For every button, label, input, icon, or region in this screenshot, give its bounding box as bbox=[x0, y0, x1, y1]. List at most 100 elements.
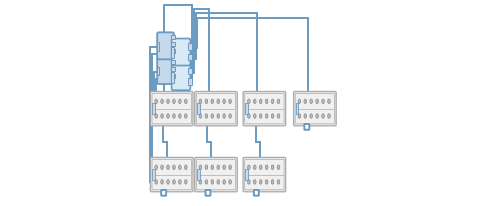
Ellipse shape bbox=[167, 99, 169, 104]
FancyBboxPatch shape bbox=[254, 190, 259, 196]
Bar bbox=[171, 67, 175, 71]
Ellipse shape bbox=[310, 99, 313, 104]
Ellipse shape bbox=[316, 114, 319, 118]
Ellipse shape bbox=[173, 114, 175, 118]
Ellipse shape bbox=[178, 114, 181, 118]
Ellipse shape bbox=[199, 180, 202, 184]
Bar bbox=[188, 54, 191, 60]
Ellipse shape bbox=[167, 114, 169, 118]
Ellipse shape bbox=[260, 165, 262, 170]
FancyBboxPatch shape bbox=[195, 91, 237, 126]
Bar bbox=[296, 103, 299, 114]
Ellipse shape bbox=[178, 99, 181, 104]
FancyBboxPatch shape bbox=[161, 190, 166, 196]
Ellipse shape bbox=[266, 165, 268, 170]
Ellipse shape bbox=[161, 99, 163, 104]
FancyBboxPatch shape bbox=[172, 39, 190, 66]
Ellipse shape bbox=[254, 165, 256, 170]
Ellipse shape bbox=[161, 165, 163, 170]
Bar bbox=[188, 43, 191, 50]
Ellipse shape bbox=[178, 180, 181, 184]
Ellipse shape bbox=[277, 99, 280, 104]
FancyBboxPatch shape bbox=[244, 94, 284, 124]
Ellipse shape bbox=[266, 99, 268, 104]
FancyBboxPatch shape bbox=[157, 32, 174, 59]
Ellipse shape bbox=[271, 165, 274, 170]
Ellipse shape bbox=[247, 114, 250, 118]
FancyBboxPatch shape bbox=[172, 63, 190, 90]
FancyBboxPatch shape bbox=[196, 94, 235, 124]
Ellipse shape bbox=[161, 180, 163, 184]
Ellipse shape bbox=[229, 165, 231, 170]
Ellipse shape bbox=[254, 180, 256, 184]
Ellipse shape bbox=[247, 180, 250, 184]
Ellipse shape bbox=[167, 180, 169, 184]
Ellipse shape bbox=[254, 114, 256, 118]
Ellipse shape bbox=[254, 99, 256, 104]
Ellipse shape bbox=[277, 165, 280, 170]
Bar bbox=[171, 49, 175, 53]
Ellipse shape bbox=[277, 114, 280, 118]
Bar bbox=[171, 60, 175, 64]
FancyBboxPatch shape bbox=[305, 124, 309, 130]
Ellipse shape bbox=[304, 99, 307, 104]
Bar bbox=[171, 72, 174, 83]
Ellipse shape bbox=[266, 114, 268, 118]
Ellipse shape bbox=[310, 114, 313, 118]
Bar bbox=[152, 169, 155, 180]
Ellipse shape bbox=[316, 99, 319, 104]
Bar bbox=[171, 47, 174, 58]
Ellipse shape bbox=[199, 99, 202, 104]
Ellipse shape bbox=[173, 165, 175, 170]
Ellipse shape bbox=[184, 114, 187, 118]
Ellipse shape bbox=[247, 165, 250, 170]
Ellipse shape bbox=[173, 99, 175, 104]
FancyBboxPatch shape bbox=[152, 159, 191, 190]
Ellipse shape bbox=[298, 99, 301, 104]
FancyBboxPatch shape bbox=[152, 94, 191, 124]
Ellipse shape bbox=[155, 114, 157, 118]
Ellipse shape bbox=[211, 180, 213, 184]
Ellipse shape bbox=[199, 114, 202, 118]
Ellipse shape bbox=[223, 99, 225, 104]
Ellipse shape bbox=[266, 180, 268, 184]
Ellipse shape bbox=[217, 99, 219, 104]
Ellipse shape bbox=[155, 165, 157, 170]
FancyBboxPatch shape bbox=[150, 157, 193, 192]
FancyBboxPatch shape bbox=[195, 157, 237, 192]
Bar bbox=[197, 169, 199, 180]
Ellipse shape bbox=[211, 165, 213, 170]
Ellipse shape bbox=[205, 99, 208, 104]
Bar bbox=[188, 78, 191, 85]
Ellipse shape bbox=[199, 165, 202, 170]
Bar bbox=[157, 67, 159, 75]
FancyBboxPatch shape bbox=[205, 190, 210, 196]
Bar bbox=[171, 74, 175, 78]
Ellipse shape bbox=[155, 180, 157, 184]
Ellipse shape bbox=[229, 180, 231, 184]
Ellipse shape bbox=[184, 165, 187, 170]
Ellipse shape bbox=[173, 180, 175, 184]
Ellipse shape bbox=[260, 99, 262, 104]
Ellipse shape bbox=[260, 180, 262, 184]
Ellipse shape bbox=[271, 114, 274, 118]
Ellipse shape bbox=[205, 114, 208, 118]
Bar bbox=[245, 169, 248, 180]
Ellipse shape bbox=[271, 99, 274, 104]
Ellipse shape bbox=[322, 114, 324, 118]
Bar bbox=[197, 103, 199, 114]
FancyBboxPatch shape bbox=[295, 94, 335, 124]
Ellipse shape bbox=[271, 180, 274, 184]
Bar bbox=[171, 35, 175, 39]
Ellipse shape bbox=[211, 114, 213, 118]
Ellipse shape bbox=[217, 114, 219, 118]
Ellipse shape bbox=[211, 99, 213, 104]
FancyBboxPatch shape bbox=[243, 157, 286, 192]
FancyBboxPatch shape bbox=[243, 91, 286, 126]
Ellipse shape bbox=[184, 99, 187, 104]
Bar bbox=[188, 68, 191, 74]
Ellipse shape bbox=[328, 99, 330, 104]
Ellipse shape bbox=[217, 165, 219, 170]
Ellipse shape bbox=[205, 180, 208, 184]
Ellipse shape bbox=[155, 99, 157, 104]
